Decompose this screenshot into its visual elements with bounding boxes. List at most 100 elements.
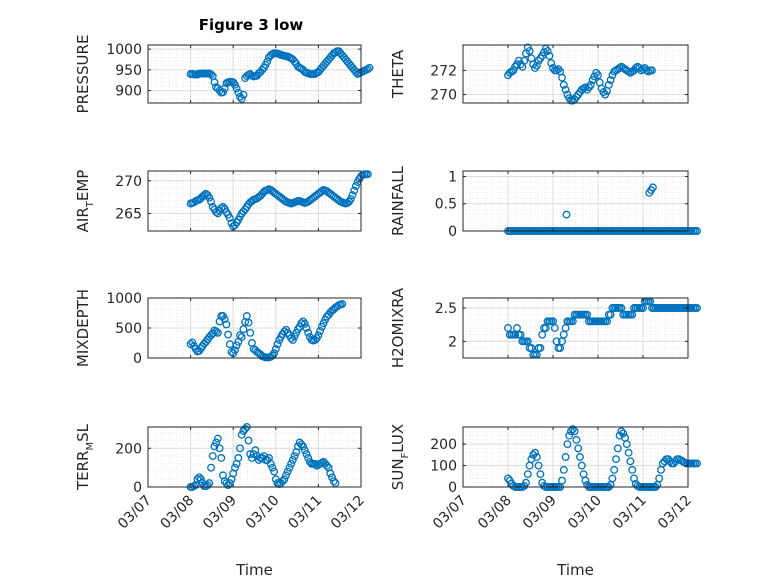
data-point [263, 57, 272, 66]
data-point [331, 48, 340, 57]
axes-box [462, 170, 689, 232]
data-point [237, 94, 246, 103]
y-tick-label: 200 [115, 441, 142, 457]
x-tick-label: 03/11 [610, 493, 650, 533]
data-point [693, 227, 701, 235]
x-tick-label: 03/12 [655, 493, 695, 533]
data-point [624, 67, 633, 76]
data-point [213, 328, 222, 337]
y-axis-label: H2OMIXRA [389, 287, 407, 368]
data-point [550, 324, 559, 332]
data-point [270, 349, 279, 358]
x-tick-label: 03/08 [475, 493, 515, 533]
data-point [655, 474, 664, 483]
data-point [329, 477, 338, 486]
data-point [316, 327, 325, 335]
y-tick-label: 0.5 [435, 197, 457, 213]
data-point [331, 479, 340, 488]
data-point [326, 469, 335, 478]
data-point [236, 444, 244, 453]
data-point [604, 80, 613, 89]
y-axis-label-tail: EMP [74, 170, 92, 201]
data-point [328, 473, 336, 482]
y-tick-label: 272 [430, 63, 457, 79]
data-point [338, 300, 347, 308]
data-point [522, 478, 530, 487]
data-point [230, 80, 239, 89]
y-tick-label: 265 [115, 206, 142, 222]
y-axis-label-main: H2OMIXRA [389, 287, 407, 368]
x-tick-label: 03/10 [243, 493, 283, 533]
data-point [220, 315, 229, 323]
data-point [577, 461, 586, 470]
data-point [212, 327, 221, 336]
data-point [348, 191, 357, 200]
data-point [300, 319, 309, 328]
data-point [212, 438, 221, 447]
data-point [225, 479, 234, 488]
y-axis-label: MIXDEPTH [74, 289, 92, 367]
data-point [534, 461, 543, 470]
subplot-theta: 270 272 THETA [389, 43, 689, 105]
data-point [219, 88, 227, 97]
data-point [561, 85, 570, 94]
data-point [280, 475, 289, 484]
data-point [628, 465, 637, 474]
y-tick-label: 100 [430, 459, 457, 475]
y-tick-label: 270 [115, 174, 142, 190]
data-point [195, 473, 204, 482]
data-point [570, 427, 579, 436]
data-point [365, 63, 374, 72]
data-point [581, 476, 590, 485]
data-point [241, 424, 250, 433]
x-tick-label: 03/09 [520, 493, 560, 533]
data-point [247, 454, 256, 462]
data-point [237, 430, 246, 439]
data-point [314, 331, 323, 340]
data-point [225, 214, 234, 222]
data-point [543, 47, 552, 55]
data-point [224, 481, 233, 490]
y-axis-label-tail: SL [74, 423, 92, 442]
x-axis-label: Time [235, 561, 273, 579]
data-point [246, 450, 255, 459]
data-point [217, 454, 226, 462]
y-axis-label-subscript: T [85, 200, 96, 208]
data-point [558, 73, 566, 82]
y-tick-label: 0 [133, 480, 142, 496]
data-point [547, 59, 556, 68]
data-point [576, 453, 584, 461]
y-tick-label: 0 [133, 351, 142, 367]
data-point [351, 182, 360, 190]
data-point [552, 66, 561, 75]
y-tick-label: 950 [115, 63, 142, 79]
data-point [220, 84, 229, 93]
data-point [225, 340, 234, 349]
data-point [224, 330, 233, 339]
axes-box [462, 426, 689, 488]
data-point [626, 457, 635, 466]
data-point [525, 47, 534, 55]
y-axis-label: SUNFLUX [389, 424, 411, 490]
data-point [236, 331, 244, 340]
data-point [363, 65, 372, 73]
figure-title: Figure 3 low [199, 16, 304, 34]
data-point [565, 431, 574, 440]
data-point [271, 345, 280, 353]
data-point [207, 463, 215, 472]
data-point [234, 88, 243, 97]
data-point [222, 479, 231, 488]
data-point [523, 470, 532, 479]
data-point [606, 76, 615, 84]
data-point [532, 453, 541, 461]
data-point [642, 66, 651, 75]
data-point [278, 477, 287, 486]
data-point [304, 454, 313, 462]
data-point [532, 61, 541, 70]
subplot-air_temp: 265 270 AIRTEMP [74, 170, 372, 232]
data-point [280, 327, 289, 336]
y-tick-label: 2 [448, 334, 457, 350]
data-point [608, 474, 617, 483]
x-axis-label: Time [556, 561, 594, 579]
